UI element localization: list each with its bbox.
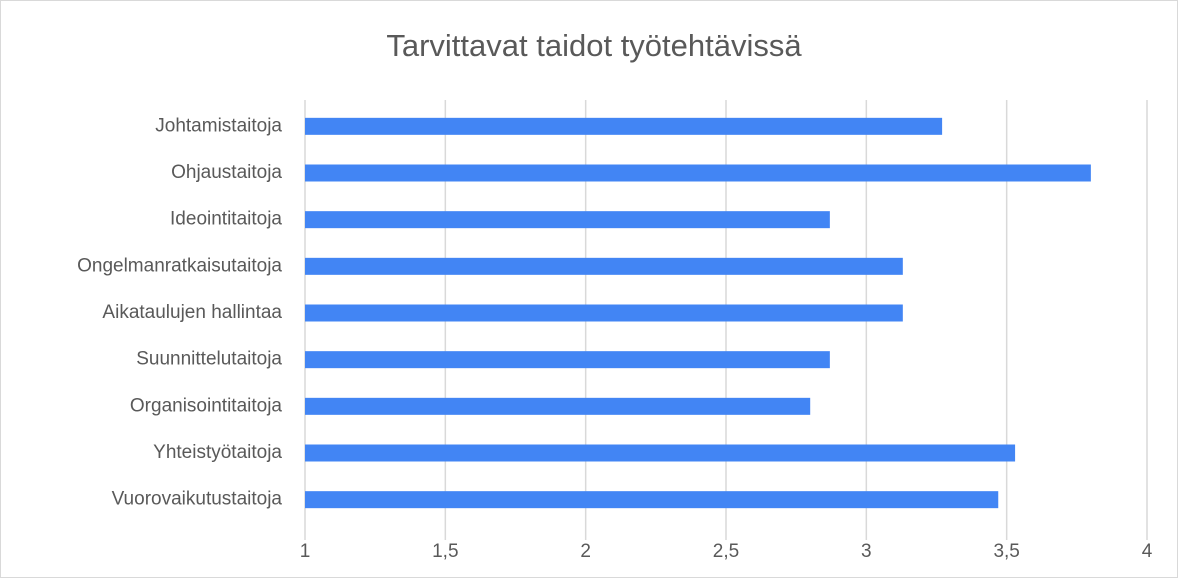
chart-title: Tarvittavat taidot työtehtävissä	[386, 28, 802, 63]
y-tick-label: Suunnittelutaitoja	[136, 349, 282, 370]
x-tick-label: 2	[580, 541, 591, 562]
bar	[305, 164, 1091, 182]
bar	[305, 257, 903, 275]
y-tick-label: Organisointitaitoja	[130, 395, 283, 416]
y-tick-label: Johtamistaitoja	[155, 115, 282, 136]
y-tick-label: Ohjaustaitoja	[171, 162, 282, 183]
y-tick-label: Ongelmanratkaisutaitoja	[77, 255, 282, 276]
x-tick-label: 1	[300, 541, 311, 562]
y-tick-label: Yhteistyötaitoja	[153, 442, 282, 463]
y-tick-label: Aikataulujen hallintaa	[102, 302, 282, 323]
bar	[305, 351, 830, 369]
y-tick-label: Ideointitaitoja	[170, 209, 282, 230]
bar	[305, 444, 1016, 462]
y-tick-label: Vuorovaikutustaitoja	[112, 489, 283, 510]
bar	[305, 304, 903, 322]
bar	[305, 211, 830, 229]
x-tick-label: 4	[1142, 541, 1153, 562]
x-tick-label: 2,5	[713, 541, 739, 562]
bar	[305, 491, 999, 509]
x-tick-label: 3,5	[993, 541, 1019, 562]
bar	[305, 397, 811, 415]
x-tick-label: 3	[861, 541, 872, 562]
bar	[305, 117, 943, 135]
x-tick-label: 1,5	[432, 541, 458, 562]
